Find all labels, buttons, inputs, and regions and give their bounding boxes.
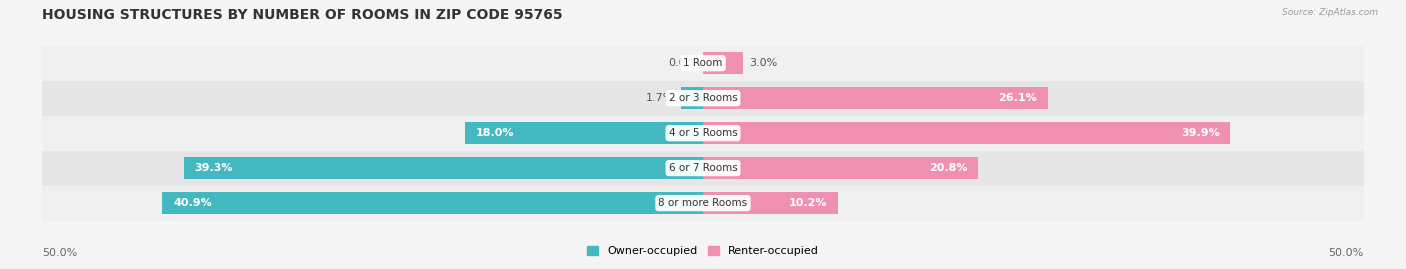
Text: 8 or more Rooms: 8 or more Rooms <box>658 198 748 208</box>
Bar <box>703 52 742 74</box>
Bar <box>703 157 979 179</box>
Bar <box>42 81 1364 116</box>
Text: 50.0%: 50.0% <box>42 248 77 258</box>
Text: 6 or 7 Rooms: 6 or 7 Rooms <box>669 163 737 173</box>
Text: Source: ZipAtlas.com: Source: ZipAtlas.com <box>1282 8 1378 17</box>
Text: 4 or 5 Rooms: 4 or 5 Rooms <box>669 128 737 138</box>
Legend: Owner-occupied, Renter-occupied: Owner-occupied, Renter-occupied <box>582 241 824 261</box>
Text: 1.7%: 1.7% <box>645 93 673 103</box>
Text: 18.0%: 18.0% <box>475 128 515 138</box>
Bar <box>465 122 703 144</box>
Bar <box>42 151 1364 186</box>
Text: HOUSING STRUCTURES BY NUMBER OF ROOMS IN ZIP CODE 95765: HOUSING STRUCTURES BY NUMBER OF ROOMS IN… <box>42 8 562 22</box>
Text: 39.3%: 39.3% <box>194 163 232 173</box>
Text: 40.9%: 40.9% <box>173 198 212 208</box>
Text: 39.9%: 39.9% <box>1181 128 1220 138</box>
Bar <box>703 122 1230 144</box>
Text: 10.2%: 10.2% <box>789 198 827 208</box>
Bar <box>163 192 703 214</box>
Bar <box>42 116 1364 151</box>
Text: 26.1%: 26.1% <box>998 93 1038 103</box>
Text: 0.0%: 0.0% <box>668 58 696 68</box>
Text: 3.0%: 3.0% <box>749 58 778 68</box>
Bar <box>703 87 1047 109</box>
Bar <box>681 87 703 109</box>
Bar <box>42 46 1364 81</box>
Text: 2 or 3 Rooms: 2 or 3 Rooms <box>669 93 737 103</box>
Text: 1 Room: 1 Room <box>683 58 723 68</box>
Bar <box>184 157 703 179</box>
Bar <box>703 192 838 214</box>
Text: 20.8%: 20.8% <box>929 163 967 173</box>
Bar <box>42 186 1364 221</box>
Text: 50.0%: 50.0% <box>1329 248 1364 258</box>
